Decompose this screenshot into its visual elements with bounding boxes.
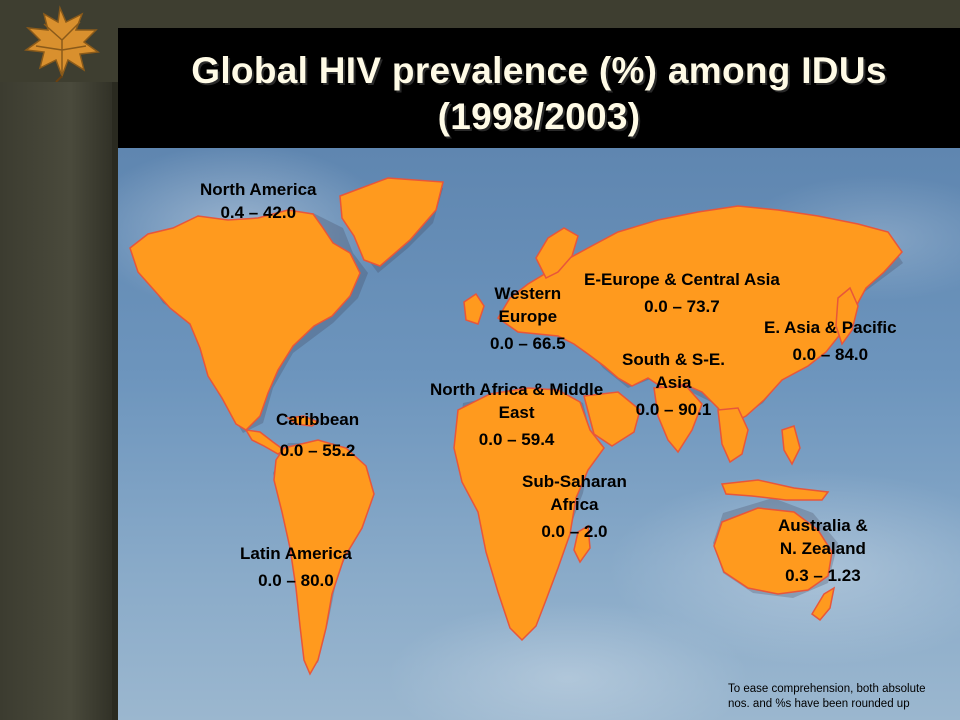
japan-landmass	[835, 286, 859, 346]
slide-sidebar	[0, 0, 118, 720]
madagascar-landmass	[573, 524, 591, 564]
footnote: To ease comprehension, both absolute nos…	[728, 683, 926, 710]
region-label-western-europe: Western Europe 0.0 – 66.5	[490, 284, 566, 353]
british-isles	[463, 292, 485, 325]
north-america-landmass	[129, 209, 361, 431]
region-label-australia-nz: Australia & N. Zealand 0.3 – 1.23	[778, 516, 868, 585]
africa-landmass	[453, 387, 605, 642]
autumn-leaf-icon	[0, 0, 118, 82]
new-zealand-landmass	[811, 586, 836, 622]
greenland-landmass	[339, 177, 444, 267]
world-map	[129, 177, 903, 676]
southeast-asia-landmass	[717, 407, 749, 464]
slide-subtitle-years: (1998/2003)	[437, 96, 641, 137]
top-strip	[0, 0, 960, 28]
slide: Global HIV prevalence (%) among IDUs (19…	[118, 28, 960, 720]
scandinavia-landmass	[535, 227, 579, 280]
region-label-e-europe-central-asia: E-Europe & Central Asia 0.0 – 73.7	[584, 270, 780, 316]
region-label-sub-saharan-africa: Sub-Saharan Africa 0.0 – 2.0	[522, 472, 627, 541]
eurasia-landmass	[496, 205, 903, 425]
india-landmass	[653, 385, 703, 454]
region-label-caribbean: Caribbean 0.0 – 55.2	[276, 410, 360, 460]
philippines-islands	[781, 425, 801, 466]
region-label-north-africa-middle-east: North Africa & Middle East 0.0 – 59.4	[430, 380, 604, 449]
region-label-east-asia-pacific: E. Asia & Pacific 0.0 – 84.0	[764, 318, 897, 364]
south-america-landmass	[273, 439, 375, 676]
title-bar: Global HIV prevalence (%) among IDUs (19…	[118, 28, 960, 148]
indonesia-islands	[720, 479, 830, 501]
region-label-south-se-asia: South & S-E. Asia 0.0 – 90.1	[622, 350, 725, 419]
region-label-north-america: North America 0.4 – 42.0	[200, 180, 317, 222]
region-label-latin-america: Latin America 0.0 – 80.0	[240, 544, 352, 590]
slide-title: Global HIV prevalence (%) among IDUs	[191, 50, 887, 91]
australia-landmass	[713, 507, 833, 595]
arabia-landmass	[583, 391, 641, 447]
caribbean-islands	[286, 415, 320, 427]
